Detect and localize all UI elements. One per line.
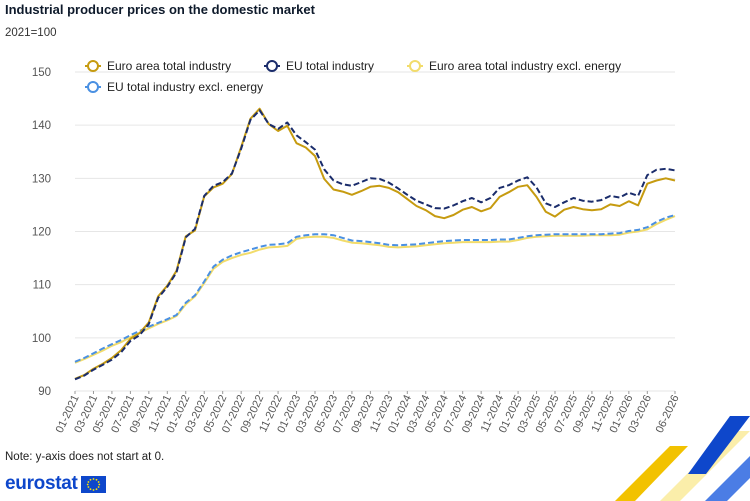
decorative-ribbon-graphic	[615, 416, 750, 501]
series-line	[74, 109, 676, 381]
y-tick-label: 140	[32, 120, 51, 132]
legend-label: EU total industry	[286, 59, 374, 73]
chart-subtitle: 2021=100	[5, 27, 57, 39]
legend-label: EU total industry excl. energy	[107, 80, 263, 94]
eurostat-logo: eurostat	[5, 473, 106, 495]
legend-marker	[87, 60, 99, 72]
y-tick-label: 90	[38, 386, 51, 398]
y-tick-label: 150	[32, 67, 51, 79]
legend-marker	[266, 60, 278, 72]
y-tick-label: 110	[33, 280, 51, 292]
legend-marker	[409, 60, 421, 72]
logo-text: eurostat	[5, 473, 78, 494]
legend-item: EU total industry	[264, 59, 374, 73]
series-line	[74, 214, 676, 363]
chart-title: Industrial producer prices on the domest…	[5, 2, 315, 17]
series-line	[74, 107, 676, 380]
legend-item: EU total industry excl. energy	[85, 80, 263, 94]
y-tick-label: 130	[32, 173, 51, 185]
legend-item: Euro area total industry	[85, 59, 231, 73]
legend-marker	[87, 81, 99, 93]
legend-label: Euro area total industry excl. energy	[429, 59, 621, 73]
footnote: Note: y-axis does not start at 0.	[5, 451, 165, 463]
eu-flag-icon	[80, 475, 106, 493]
legend-label: Euro area total industry	[107, 59, 231, 73]
legend-item: Euro area total industry excl. energy	[407, 59, 621, 73]
y-tick-label: 100	[32, 333, 51, 345]
y-tick-label: 120	[32, 227, 51, 239]
